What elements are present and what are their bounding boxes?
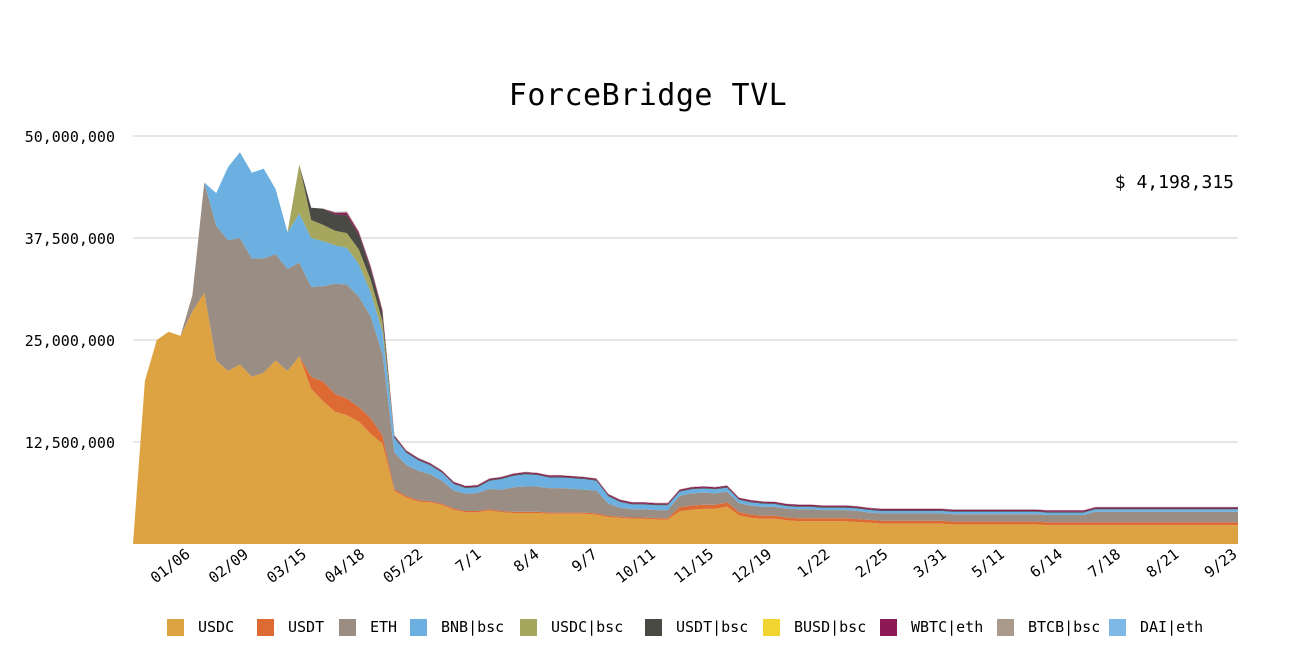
legend-swatch xyxy=(167,618,184,636)
area-eth xyxy=(133,182,1238,544)
legend: USDC USDT ETH BNB|bsc USDC|bsc USDT|bsc BUSD|b… xyxy=(0,616,1296,640)
y-tick-label: 12,500,000 xyxy=(25,434,115,452)
legend-label: ETH xyxy=(370,618,398,636)
x-tick-label: 1/22 xyxy=(794,545,834,581)
y-tick-label: 37,500,000 xyxy=(25,230,115,248)
x-axis: 01/06 02/09 03/15 04/18 05/22 7/1 8/4 9/7 10/11 1… xyxy=(147,545,1241,587)
x-tick-label: 9/23 xyxy=(1201,545,1241,581)
x-tick-label: 5/11 xyxy=(968,545,1008,581)
y-tick-label: 25,000,000 xyxy=(25,332,115,350)
legend-label: WBTC|eth xyxy=(911,618,984,636)
legend-swatch xyxy=(880,618,897,636)
legend-swatch xyxy=(410,618,427,636)
legend-item-dai-eth: DAI|eth xyxy=(1109,616,1203,638)
y-tick-label: 50,000,000 xyxy=(25,128,115,146)
x-tick-label: 11/15 xyxy=(670,545,717,587)
x-tick-label: 04/18 xyxy=(321,545,368,587)
legend-swatch xyxy=(520,618,537,636)
chart-title: ForceBridge TVL xyxy=(508,78,788,113)
legend-label: BTCB|bsc xyxy=(1028,618,1101,636)
legend-label: BNB|bsc xyxy=(441,618,505,636)
x-tick-label: 05/22 xyxy=(380,545,427,587)
legend-label: DAI|eth xyxy=(1140,618,1204,636)
legend-label: USDC|bsc xyxy=(551,618,624,636)
legend-label: USDC xyxy=(198,618,235,636)
legend-swatch xyxy=(257,618,274,636)
legend-item-bnb-bsc: BNB|bsc xyxy=(410,616,504,638)
x-tick-label: 02/09 xyxy=(205,545,252,587)
area-bnb-bsc xyxy=(133,152,1238,545)
x-tick-label: 8/21 xyxy=(1143,545,1183,581)
legend-item-busd-bsc: BUSD|bsc xyxy=(763,616,866,638)
legend-label: USDT xyxy=(288,618,325,636)
x-tick-label: 7/18 xyxy=(1085,545,1125,581)
legend-label: USDT|bsc xyxy=(676,618,749,636)
legend-swatch xyxy=(763,618,780,636)
x-tick-label: 3/31 xyxy=(910,545,950,581)
legend-item-usdc: USDC xyxy=(167,616,234,638)
legend-label: BUSD|bsc xyxy=(794,618,867,636)
legend-item-eth: ETH xyxy=(339,616,397,638)
x-tick-label: 2/25 xyxy=(852,545,892,581)
legend-swatch xyxy=(645,618,662,636)
current-total-tvl: $ 4,198,315 xyxy=(1114,172,1234,193)
legend-swatch xyxy=(1109,618,1126,636)
x-tick-label: 12/19 xyxy=(729,545,776,587)
y-axis: 12,500,000 25,000,000 37,500,000 50,000,000 xyxy=(25,128,115,452)
area-usdt xyxy=(133,292,1238,544)
legend-item-btcb-bsc: BTCB|bsc xyxy=(997,616,1100,638)
legend-item-usdt: USDT xyxy=(257,616,324,638)
area-usdc xyxy=(133,292,1238,544)
legend-swatch xyxy=(997,618,1014,636)
area-series xyxy=(133,152,1238,545)
x-tick-label: 6/14 xyxy=(1026,545,1066,581)
x-tick-label: 9/7 xyxy=(568,545,600,576)
x-tick-label: 03/15 xyxy=(263,545,310,587)
x-tick-label: 01/06 xyxy=(147,545,194,587)
legend-item-wbtc-eth: WBTC|eth xyxy=(880,616,983,638)
x-tick-label: 7/1 xyxy=(452,545,484,576)
x-tick-label: 8/4 xyxy=(510,545,542,576)
legend-item-usdc-bsc: USDC|bsc xyxy=(520,616,623,638)
x-tick-label: 10/11 xyxy=(612,545,659,587)
legend-item-usdt-bsc: USDT|bsc xyxy=(645,616,748,638)
legend-swatch xyxy=(339,618,356,636)
